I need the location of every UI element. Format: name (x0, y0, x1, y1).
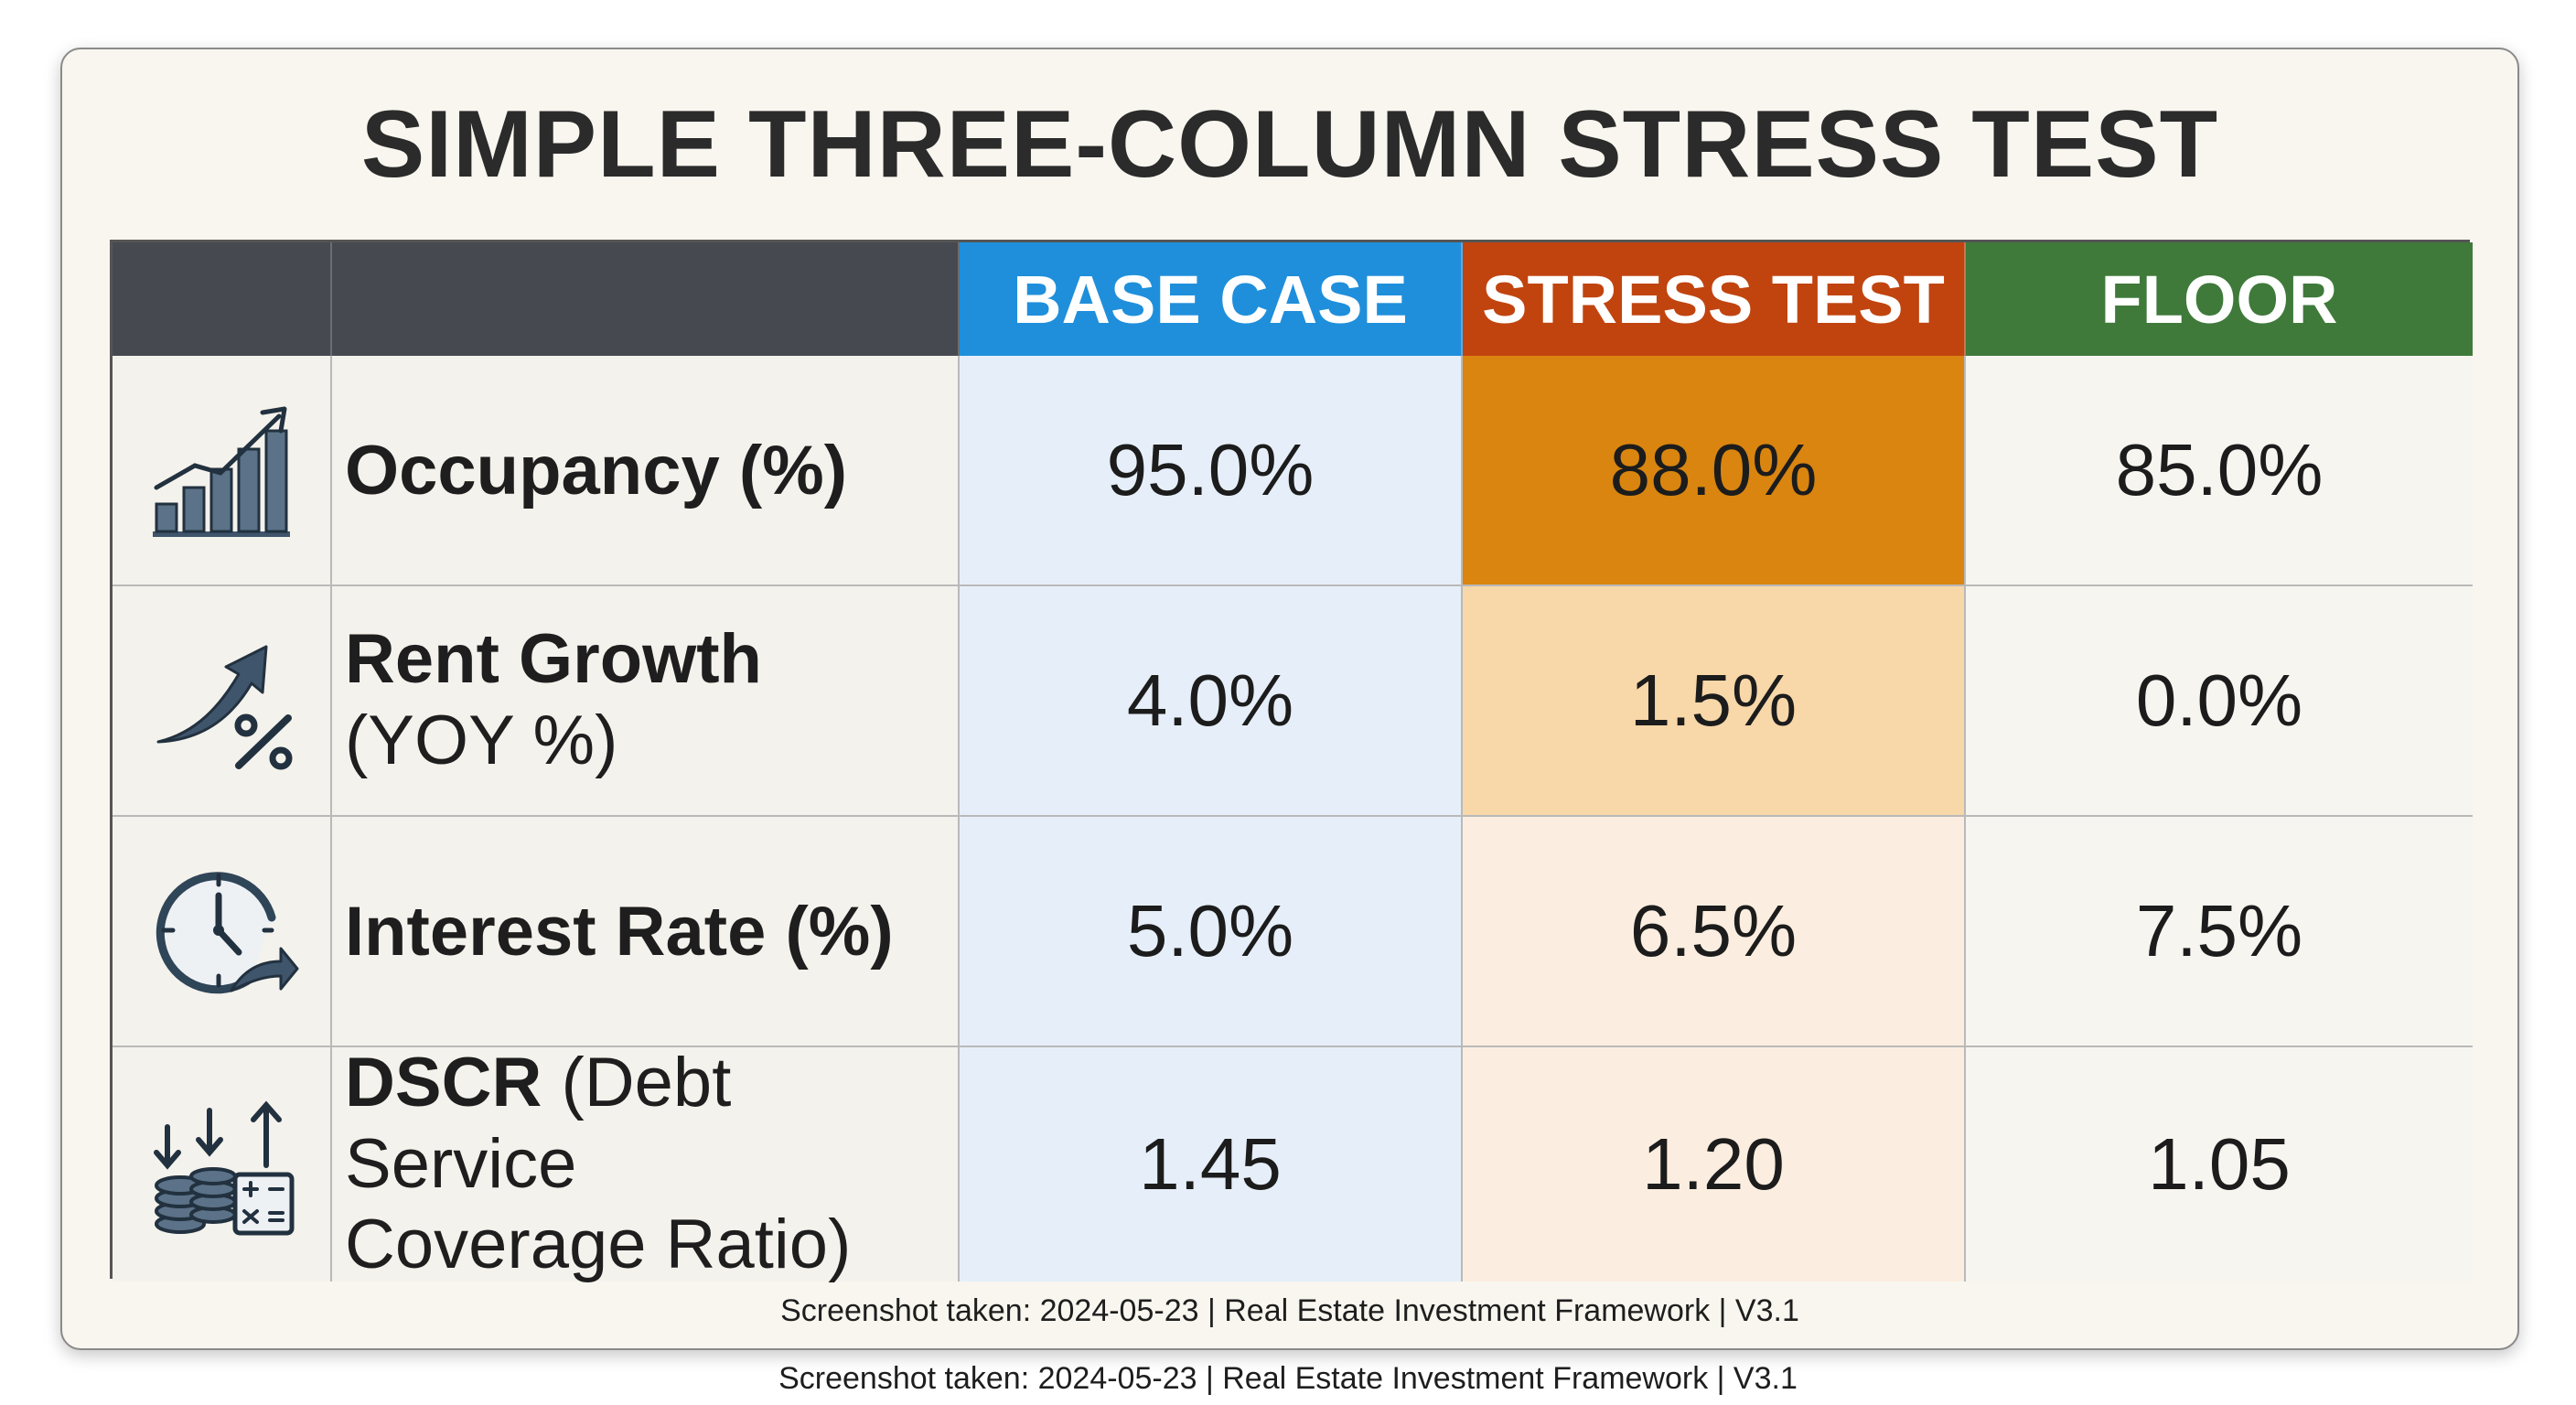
column-header-stress-test: STRESS TEST (1463, 242, 1966, 356)
stress-test-table: BASE CASE STRESS TEST FLOOR Occupancy (%… (110, 240, 2473, 1283)
bar-chart-up-icon (153, 406, 290, 537)
value-rent-growth-floor: 0.0% (1966, 586, 2473, 817)
row-label-subtext: (YOY %) (345, 702, 618, 779)
row-label-text: DSCR (345, 1043, 542, 1121)
footer-caption-outer: Screenshot taken: 2024-05-23 | Real Esta… (778, 1361, 1798, 1396)
column-header-floor: FLOOR (1966, 242, 2473, 356)
value-rent-growth-base: 4.0% (960, 586, 1463, 817)
row-label-rent-growth: Rent Growth (YOY %) (332, 586, 960, 817)
value-occupancy-base: 95.0% (960, 356, 1463, 586)
footer-caption: Screenshot taken: 2024-05-23 | Real Esta… (780, 1293, 1799, 1328)
value-rent-growth-stress: 1.5% (1463, 586, 1966, 817)
value-dscr-floor: 1.05 (1966, 1047, 2473, 1282)
row-label-text: Occupancy (%) (345, 431, 848, 509)
row-label-occupancy: Occupancy (%) (332, 356, 960, 586)
value-occupancy-stress: 88.0% (1463, 356, 1966, 586)
row-label-text-rest: (Debt Service (345, 1043, 732, 1203)
row-label-subtext: Coverage Ratio) (345, 1206, 852, 1284)
row-label-text: Rent Growth (345, 620, 762, 699)
growth-arrow-percent-icon (156, 645, 293, 770)
page-title: SIMPLE THREE-COLUMN STRESS TEST (360, 91, 2219, 198)
header-icon-blank (113, 242, 332, 356)
column-header-base-case: BASE CASE (960, 242, 1463, 356)
row-label-dscr: DSCR (Debt Service Coverage Ratio) (332, 1043, 960, 1283)
row-icon-cell (113, 817, 332, 1047)
value-interest-rate-stress: 6.5% (1463, 817, 1966, 1047)
value-dscr-base: 1.45 (960, 1047, 1463, 1282)
header-label-blank (332, 242, 960, 356)
value-interest-rate-floor: 7.5% (1966, 817, 2473, 1047)
row-icon-cell (113, 586, 332, 817)
row-label-text: Interest Rate (%) (345, 892, 894, 971)
coins-calculator-icon (154, 1100, 295, 1236)
value-interest-rate-base: 5.0% (960, 817, 1463, 1047)
row-label-interest-rate: Interest Rate (%) (332, 817, 960, 1047)
clock-arrow-icon (156, 872, 299, 994)
stress-test-card: SIMPLE THREE-COLUMN STRESS TEST BASE CAS… (60, 48, 2519, 1350)
row-icon-cell (113, 1047, 332, 1282)
row-icon-cell (113, 356, 332, 586)
value-occupancy-floor: 85.0% (1966, 356, 2473, 586)
value-dscr-stress: 1.20 (1463, 1047, 1966, 1282)
